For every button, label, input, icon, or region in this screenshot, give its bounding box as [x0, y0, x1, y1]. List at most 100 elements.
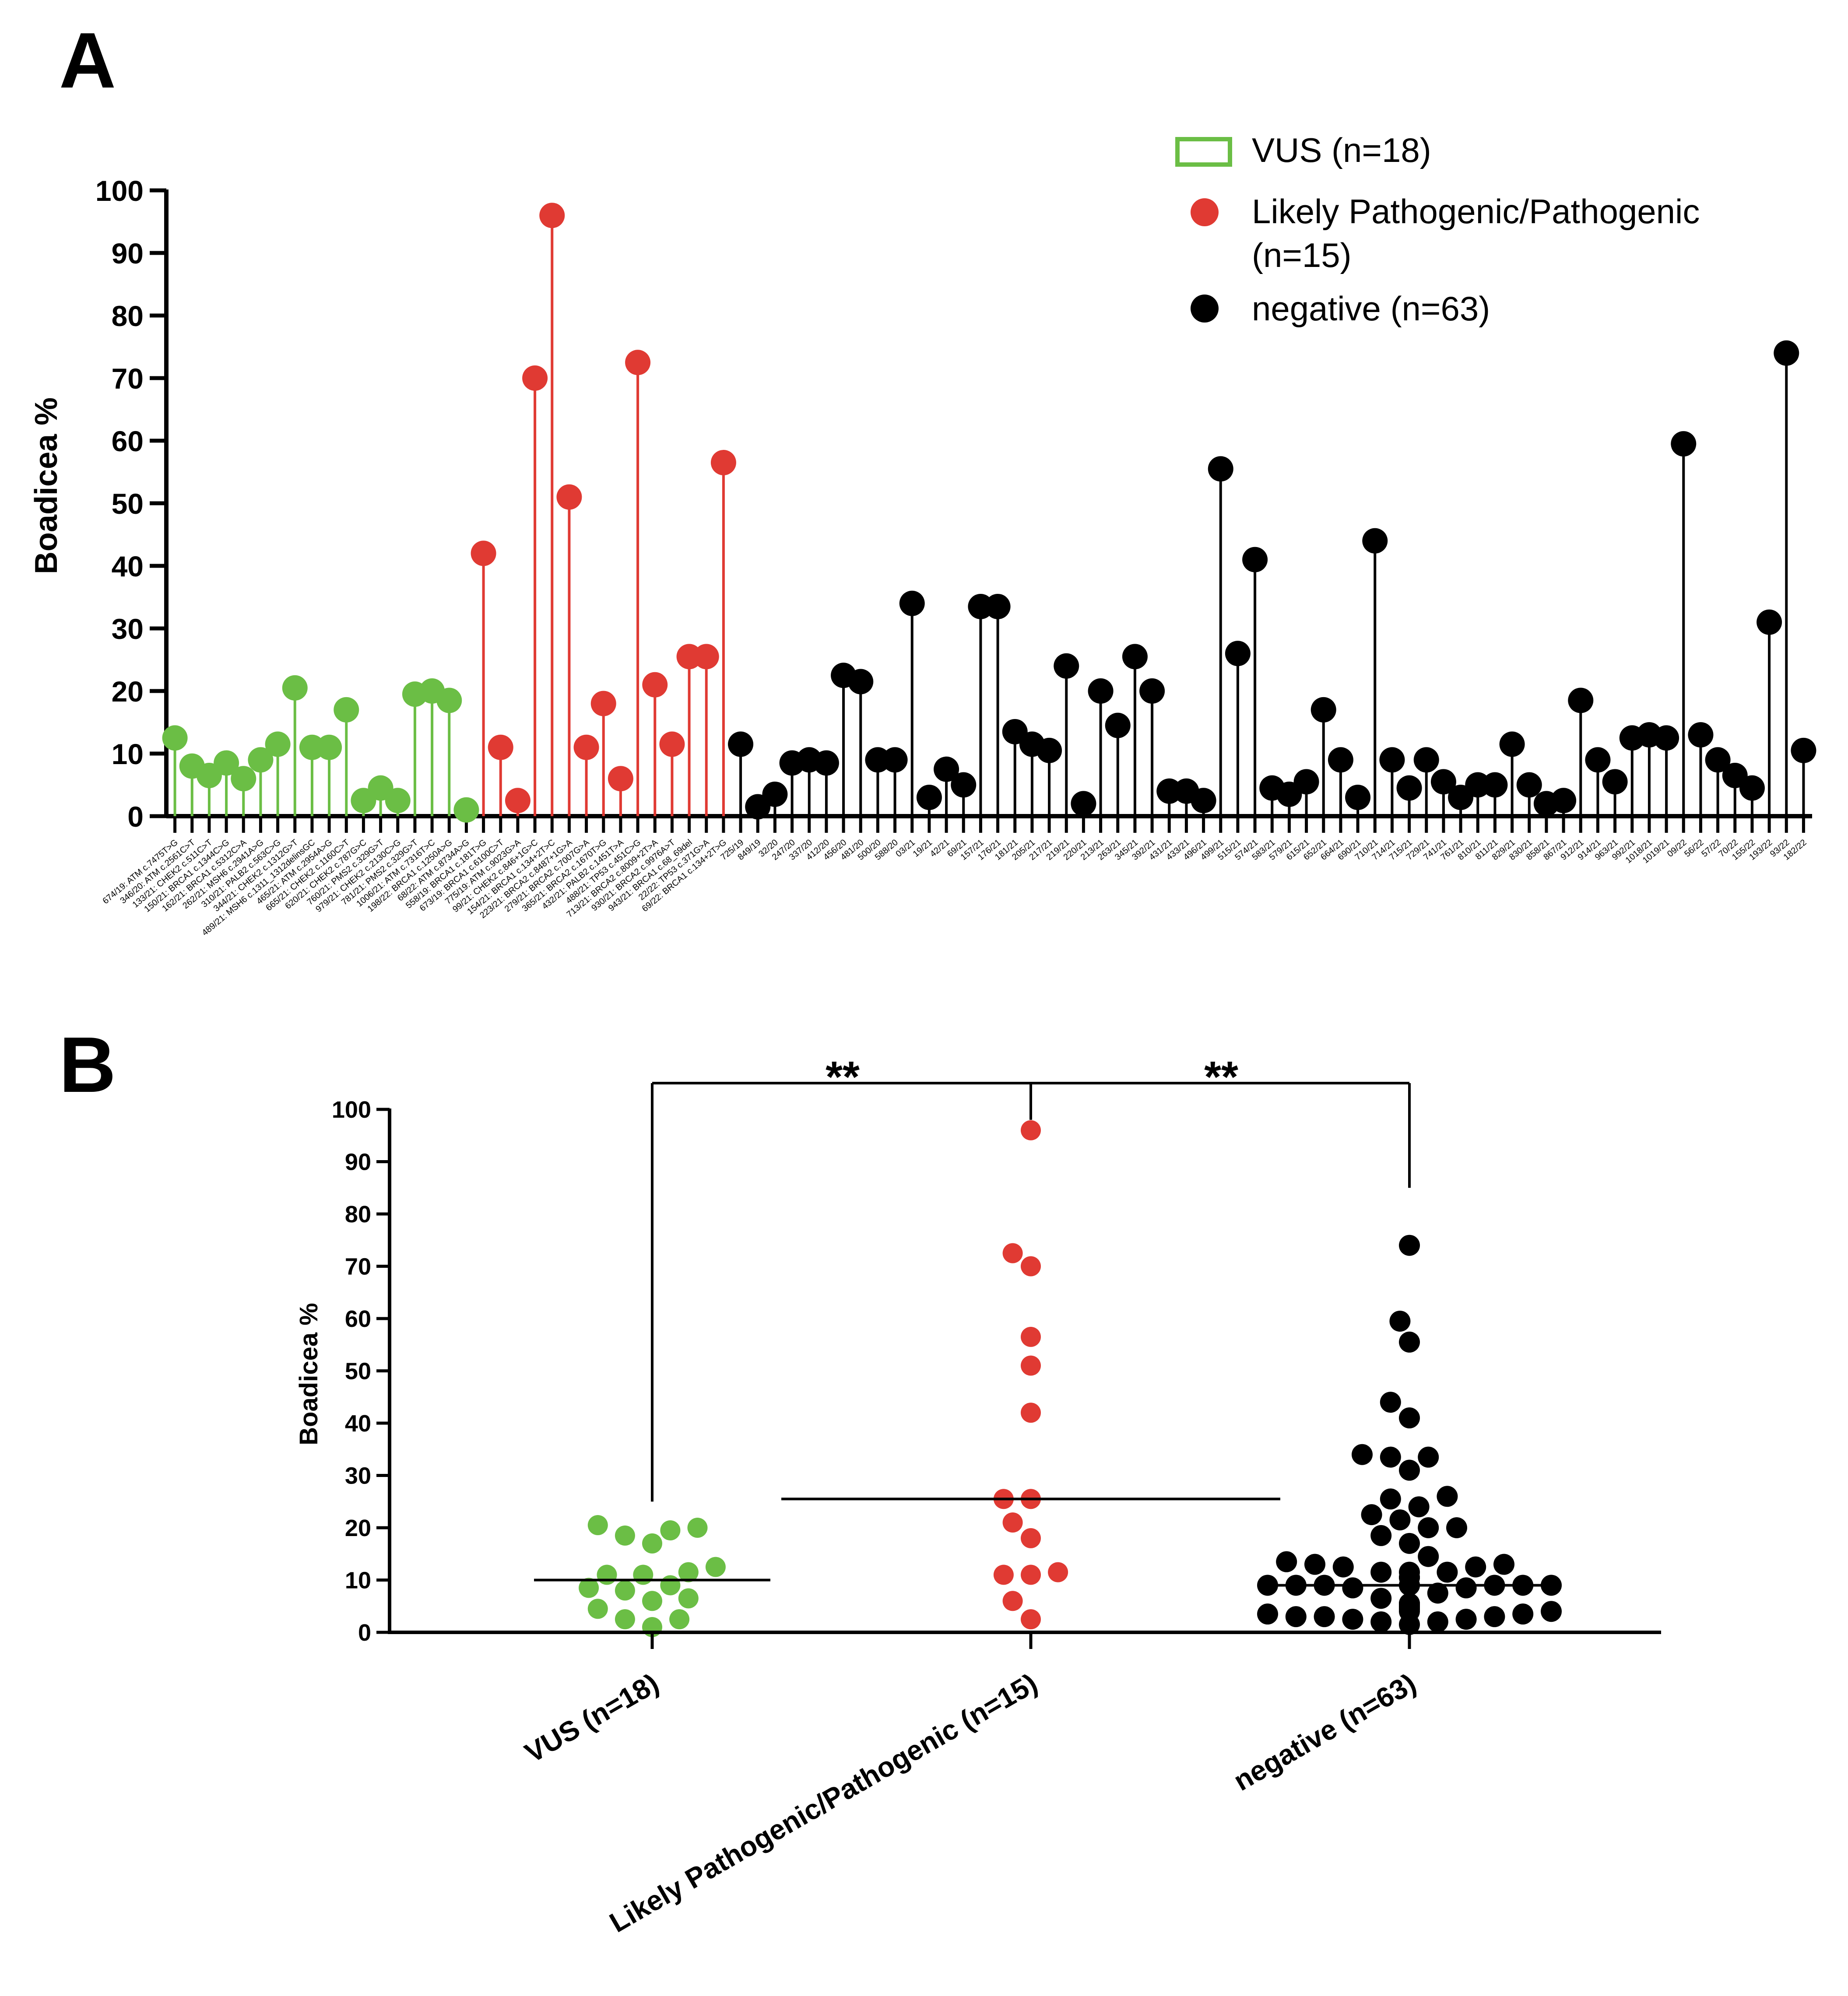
lp-scatter-point	[1002, 1591, 1023, 1611]
lp-point	[710, 450, 736, 476]
vus-scatter-point	[587, 1515, 608, 1536]
vus-scatter-point	[705, 1557, 726, 1577]
panel-b-y-tick-label: 40	[345, 1410, 371, 1437]
neg-point	[1585, 747, 1611, 773]
neg-point	[813, 750, 839, 776]
vus-scatter-point	[642, 1533, 662, 1554]
neg-point	[1757, 609, 1782, 635]
neg-scatter-point	[1484, 1606, 1505, 1628]
panel-b-y-tick-label: 30	[345, 1463, 371, 1489]
panel-a-x-label: 57/22	[1700, 838, 1722, 859]
lp-point	[556, 484, 582, 510]
neg-point	[1654, 725, 1679, 751]
lp-point	[522, 365, 548, 391]
vus-scatter-point	[678, 1588, 699, 1609]
legend-neg-marker	[1191, 295, 1219, 323]
neg-point	[1328, 747, 1353, 773]
panel-a-stems	[173, 215, 1805, 816]
neg-point	[1551, 788, 1577, 814]
lp-point	[608, 766, 633, 792]
neg-point	[899, 590, 925, 616]
lp-point	[539, 203, 565, 228]
panel-a-chart: Boadicea % 0 10 20 30 40 50 60 70 80 90 100 674/19…	[29, 131, 1816, 938]
lp-point	[693, 644, 719, 670]
neg-scatter-point	[1399, 1459, 1420, 1481]
neg-scatter-point	[1399, 1561, 1420, 1583]
neg-scatter-point	[1370, 1561, 1392, 1583]
vus-point	[162, 725, 188, 751]
neg-point	[1430, 769, 1456, 795]
vus-point	[231, 766, 256, 792]
neg-point	[1739, 775, 1765, 801]
legend-lp-label-line2: (n=15)	[1252, 236, 1352, 274]
neg-point	[1516, 772, 1542, 798]
neg-point	[1705, 747, 1731, 773]
panel-a-y-tick-label: 50	[112, 488, 144, 520]
vus-scatter-point	[587, 1599, 608, 1619]
neg-scatter-point	[1342, 1577, 1363, 1599]
panel-a-y-tick-label: 30	[112, 613, 144, 645]
neg-scatter-point	[1257, 1603, 1278, 1625]
lp-point	[573, 734, 599, 760]
neg-scatter-point	[1418, 1546, 1439, 1567]
neg-point	[1379, 747, 1405, 773]
panel-b-category-vus: VUS (n=18)	[520, 1667, 664, 1769]
neg-point	[1071, 791, 1096, 817]
panel-a-markers	[162, 203, 1816, 823]
neg-point	[1139, 678, 1165, 704]
legend: VUS (n=18) Likely Pathogenic/Pathogenic …	[1175, 131, 1700, 328]
neg-scatter-point	[1408, 1496, 1430, 1518]
panel-b-category-neg: negative (n=63)	[1228, 1667, 1421, 1797]
panel-a-y-tick-label: 80	[112, 300, 144, 332]
legend-vus-label: VUS (n=18)	[1252, 131, 1431, 169]
lp-scatter-point	[1021, 1565, 1041, 1585]
panel-a-x-label: 03/21	[894, 838, 917, 859]
neg-point	[951, 772, 977, 798]
neg-scatter-point	[1465, 1556, 1486, 1578]
vus-scatter-point	[660, 1520, 681, 1540]
legend-lp-marker	[1191, 198, 1219, 226]
neg-point	[1688, 722, 1714, 748]
vus-scatter-point	[660, 1575, 681, 1596]
vus-scatter-point	[615, 1580, 635, 1601]
panel-a-y-tick-label: 40	[112, 550, 144, 582]
vus-point	[436, 688, 462, 713]
neg-point	[1088, 678, 1114, 704]
neg-point	[1499, 731, 1525, 757]
neg-scatter-point	[1352, 1444, 1373, 1465]
panel-b-y-tick-label: 60	[345, 1306, 371, 1332]
lp-scatter-point	[1021, 1355, 1041, 1376]
neg-scatter-point	[1276, 1551, 1297, 1572]
vus-point	[282, 675, 308, 701]
panel-a-x-ticks	[173, 816, 1805, 833]
vus-point	[316, 734, 342, 760]
lp-point	[642, 672, 668, 698]
neg-point	[1568, 688, 1594, 713]
panel-b-y-tick-label: 50	[345, 1358, 371, 1385]
panel-b-y-tick-label: 70	[345, 1254, 371, 1280]
neg-point	[916, 785, 942, 810]
neg-scatter-point	[1304, 1554, 1325, 1575]
neg-scatter-point	[1427, 1582, 1448, 1604]
neg-scatter-point	[1342, 1609, 1363, 1630]
lp-scatter-point	[993, 1565, 1014, 1585]
neg-scatter-point	[1418, 1446, 1439, 1468]
vus-scatter-point	[615, 1525, 635, 1546]
neg-point	[1671, 431, 1697, 457]
panel-b-points	[579, 1120, 1562, 1638]
vus-scatter-point	[597, 1565, 617, 1585]
neg-point	[1293, 769, 1319, 795]
panel-b-y-tick-label: 80	[345, 1201, 371, 1228]
neg-point	[1310, 697, 1336, 723]
panel-a-y-tick-label: 70	[112, 362, 144, 395]
panel-a-y-axis: 0 10 20 30 40 50 60 70 80 90 100	[95, 175, 1812, 833]
neg-scatter-point	[1332, 1556, 1354, 1578]
panel-a-y-tick-label: 10	[112, 738, 144, 770]
panel-b-ylabel: Boadicea %	[295, 1303, 323, 1445]
panel-a-x-label: 09/22	[1665, 838, 1688, 859]
neg-scatter-point	[1389, 1310, 1411, 1332]
vus-scatter-point	[579, 1578, 599, 1598]
vus-point	[265, 731, 291, 757]
significance-marker-1: **	[826, 1052, 860, 1101]
